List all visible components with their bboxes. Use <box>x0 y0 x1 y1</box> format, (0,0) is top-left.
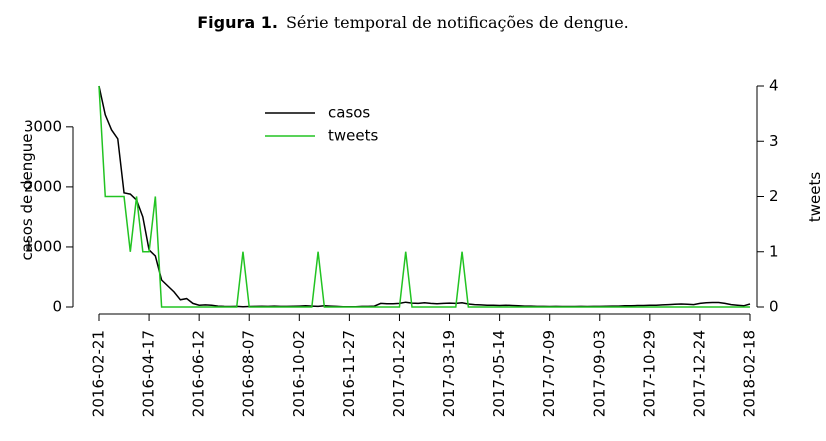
legend-label: casos <box>328 104 370 122</box>
y2-tick-label: 4 <box>769 77 779 95</box>
x-tick-label: 2016-10-02 <box>290 330 308 417</box>
y-tick-label: 3000 <box>24 117 62 135</box>
y-tick-label: 1000 <box>24 237 62 255</box>
x-tick-label: 2016-08-07 <box>240 330 258 417</box>
x-tick-label: 2017-01-22 <box>390 330 408 417</box>
x-tick-label: 2017-05-14 <box>490 330 508 417</box>
y2-tick-label: 3 <box>769 132 779 150</box>
x-tick-label: 2017-07-09 <box>540 330 558 417</box>
x-tick-label: 2018-02-18 <box>741 330 759 417</box>
y-tick-label: 0 <box>52 298 62 316</box>
x-tick-label: 2016-04-17 <box>140 330 158 417</box>
title-text: Série temporal de notificações de dengue… <box>286 13 629 32</box>
x-tick-label: 2017-09-03 <box>590 330 608 417</box>
y-axis-label: casos de dengue <box>18 133 36 260</box>
x-tick-label: 2016-06-12 <box>190 330 208 417</box>
y-tick-label: 2000 <box>24 177 62 195</box>
series-line <box>98 85 751 308</box>
x-tick-label: 2016-02-21 <box>90 330 108 417</box>
chart-title: Figura 1. Série temporal de notificações … <box>197 13 629 32</box>
x-tick-label: 2017-12-24 <box>690 330 708 417</box>
x-tick-label: 2017-10-29 <box>640 330 658 417</box>
x-tick-label: 2017-03-19 <box>440 330 458 417</box>
y2-axis-label: tweets <box>806 172 824 222</box>
legend-label: tweets <box>328 127 378 145</box>
y2-tick-label: 0 <box>769 298 779 316</box>
x-tick-label: 2016-11-27 <box>340 330 358 417</box>
figure-label: Figura 1. <box>197 13 278 32</box>
series-line <box>98 85 750 308</box>
y2-tick-label: 2 <box>769 187 779 205</box>
y2-tick-label: 1 <box>769 242 779 260</box>
